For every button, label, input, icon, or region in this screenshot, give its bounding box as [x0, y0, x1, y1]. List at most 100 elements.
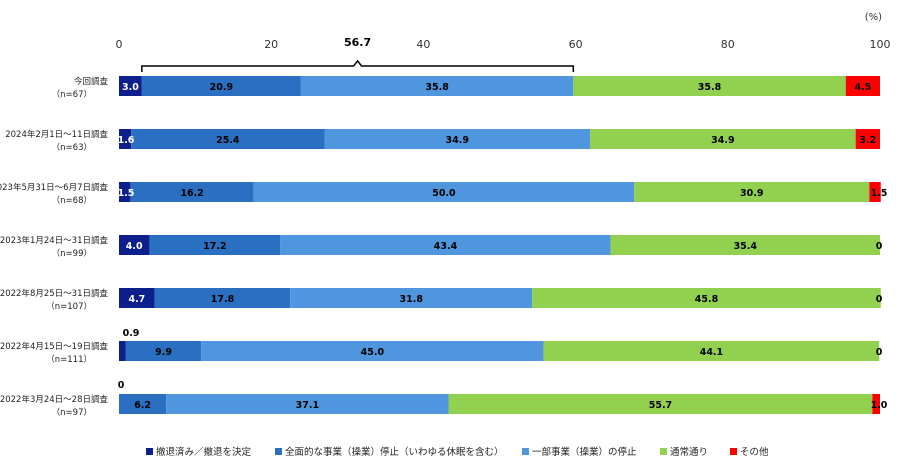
data-label: 34.9: [711, 135, 734, 146]
data-label: 34.9: [446, 135, 469, 146]
data-label: 0: [118, 380, 125, 391]
data-label: 45.8: [695, 294, 719, 305]
legend-label: 通常通り: [670, 446, 708, 458]
data-label: 0: [876, 347, 883, 358]
data-label: 0.9: [123, 328, 140, 339]
data-label: 35.8: [698, 82, 722, 93]
bar-segment: [280, 235, 611, 255]
bar-segment: [119, 235, 150, 255]
data-label: 4.5: [854, 82, 871, 93]
bar-segment: [154, 288, 291, 308]
bar-segment: [324, 129, 591, 149]
category-label: 2022年3月24日～28日調査: [0, 394, 108, 405]
data-label: 4.7: [128, 294, 145, 305]
data-label: 25.4: [216, 135, 240, 146]
category-label: 2023年1月24日～31日調査: [0, 235, 108, 246]
bar-segment: [855, 129, 880, 149]
category-sample-size: （n=99）: [52, 248, 92, 259]
category-sample-size: （n=63）: [52, 142, 92, 153]
bar-segment: [532, 288, 881, 308]
legend-label: 一部事業（操業）の停止: [532, 446, 637, 458]
bar-segment: [610, 235, 880, 255]
category-sample-size: （n=107）: [46, 301, 92, 312]
legend-swatch: [522, 448, 529, 455]
bar-segment: [300, 76, 574, 96]
legend-swatch: [146, 448, 153, 455]
data-label: 16.2: [180, 188, 203, 199]
data-label: 9.9: [155, 347, 172, 358]
legend-label: 全面的な事業（操業）停止（いわゆる休眠を含む）: [285, 446, 504, 458]
data-label: 50.0: [432, 188, 456, 199]
data-label: 1.6: [118, 135, 135, 146]
brace-annotation: [141, 59, 575, 72]
bar-segment: [448, 394, 873, 414]
bar-segment: [290, 288, 533, 308]
data-label: 17.8: [211, 294, 235, 305]
category-label: 2022年8月25日～31日調査: [0, 288, 108, 299]
x-tick-label: 40: [416, 38, 430, 51]
category-label: 2024年2月1日～11日調査: [5, 129, 108, 140]
category-sample-size: （n=111）: [46, 354, 92, 365]
x-tick-label: 80: [721, 38, 735, 51]
bar-segment: [253, 182, 635, 202]
data-label: 0: [876, 294, 883, 305]
category-sample-size: （n=67）: [52, 89, 92, 100]
bar-segment: [845, 76, 880, 96]
bar-segment: [149, 235, 281, 255]
data-label: 35.8: [425, 82, 449, 93]
data-label: 44.1: [700, 347, 723, 358]
data-label: 1.0: [871, 400, 888, 411]
bar-segment: [590, 129, 856, 149]
bar-segment: [119, 76, 142, 96]
bar-segment: [872, 394, 880, 414]
data-label: 30.9: [740, 188, 763, 199]
bar-segment: [125, 341, 202, 361]
category-sample-size: （n=97）: [52, 407, 92, 418]
data-label: 45.0: [361, 347, 385, 358]
bar-segment: [543, 341, 880, 361]
data-label: 4.0: [126, 241, 143, 252]
data-label: 31.8: [399, 294, 423, 305]
legend-swatch: [275, 448, 282, 455]
data-label: 1.5: [118, 188, 135, 199]
data-label: 1.5: [871, 188, 888, 199]
x-tick-label: 60: [569, 38, 583, 51]
data-label: 20.9: [210, 82, 233, 93]
data-label: 6.2: [134, 400, 151, 411]
bar-segment: [119, 341, 126, 361]
category-sample-size: （n=68）: [52, 195, 92, 206]
bar-segment: [130, 182, 254, 202]
bar-segment: [119, 394, 167, 414]
data-label: 55.7: [649, 400, 672, 411]
category-label: 2023年5月31日～6月7日調査: [0, 182, 108, 193]
bar-segment: [573, 76, 846, 96]
bar-segment: [141, 76, 301, 96]
data-label: 37.1: [296, 400, 319, 411]
x-tick-label: 100: [870, 38, 891, 51]
legend-swatch: [730, 448, 737, 455]
bar-segment: [119, 182, 131, 202]
bar-segment: [634, 182, 870, 202]
bar-segment: [119, 288, 155, 308]
legend-label: その他: [740, 446, 769, 458]
data-label: 3.0: [122, 82, 139, 93]
data-label: 3.2: [859, 135, 876, 146]
x-tick-label: 20: [264, 38, 278, 51]
data-label: 35.4: [734, 241, 758, 252]
category-label: 今回調査: [74, 76, 109, 87]
legend-label: 撤退済み／撤退を決定: [156, 446, 252, 458]
bar-segment: [131, 129, 325, 149]
data-label: 17.2: [203, 241, 226, 252]
bar-segment: [166, 394, 449, 414]
unit-label: (%): [865, 12, 882, 23]
bar-segment: [201, 341, 544, 361]
data-label: 0: [876, 241, 883, 252]
category-label: 2022年4月15日～19日調査: [0, 341, 108, 352]
legend-swatch: [660, 448, 667, 455]
data-label: 43.4: [434, 241, 458, 252]
brace-annotation-label: 56.7: [344, 36, 371, 49]
bar-segment: [119, 129, 132, 149]
bar-segment: [869, 182, 881, 202]
x-tick-label: 0: [116, 38, 123, 51]
